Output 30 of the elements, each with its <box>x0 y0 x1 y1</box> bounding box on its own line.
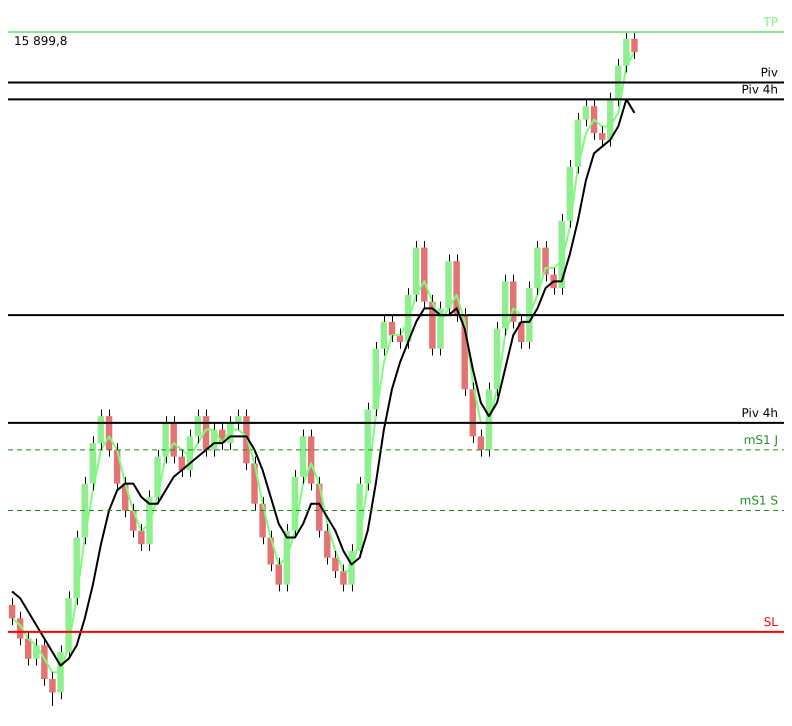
ref-line-label: Piv 4h <box>742 406 778 420</box>
candlestick <box>300 429 306 484</box>
candlestick <box>340 564 347 592</box>
ref-line-label: TP <box>762 15 778 30</box>
candlestick <box>478 429 484 458</box>
candlestick <box>324 524 331 565</box>
annotation: 15 899,8 <box>14 34 68 48</box>
ref-line-label: Piv <box>760 66 778 80</box>
candlestick <box>292 470 298 538</box>
ref-line-label: SL <box>764 614 778 629</box>
ref-line-label: mS1 S <box>740 494 778 508</box>
candlestick <box>421 240 428 309</box>
candlestick <box>631 32 638 60</box>
candlestick <box>8 598 16 626</box>
candlestick <box>566 160 574 228</box>
candlestick <box>276 557 282 592</box>
candlestick <box>623 32 630 73</box>
candlestick <box>412 240 420 302</box>
candlestick <box>138 524 145 552</box>
candlestick <box>372 342 380 417</box>
ref-line-label: Piv 4h <box>742 82 778 97</box>
ref-line-label: mS1 J <box>744 433 778 448</box>
candlestick <box>49 672 56 706</box>
candlestick <box>574 112 582 174</box>
candlestick <box>534 240 541 296</box>
candlestick <box>24 631 32 666</box>
candlestick <box>178 449 186 478</box>
candlestick <box>90 436 96 491</box>
candlestick <box>598 126 606 148</box>
candlestick <box>332 550 339 578</box>
